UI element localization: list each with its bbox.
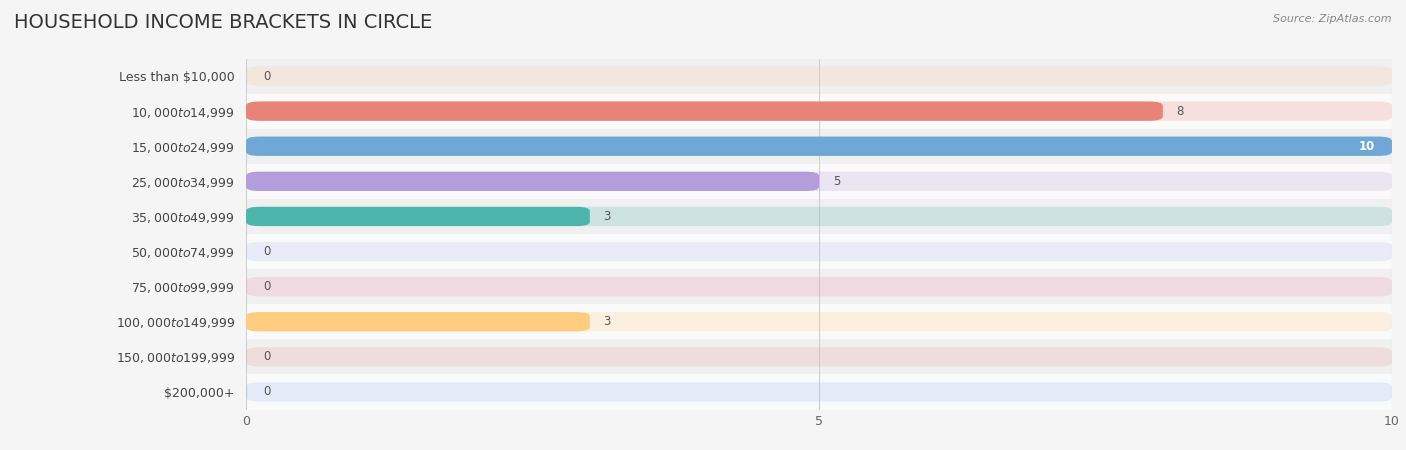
Text: Source: ZipAtlas.com: Source: ZipAtlas.com bbox=[1274, 14, 1392, 23]
Text: 0: 0 bbox=[263, 280, 270, 293]
FancyBboxPatch shape bbox=[246, 277, 1392, 296]
FancyBboxPatch shape bbox=[246, 58, 1392, 94]
Text: 0: 0 bbox=[263, 386, 270, 398]
FancyBboxPatch shape bbox=[246, 137, 1392, 156]
FancyBboxPatch shape bbox=[246, 102, 1163, 121]
FancyBboxPatch shape bbox=[246, 172, 1392, 191]
FancyBboxPatch shape bbox=[246, 137, 1392, 156]
Text: 3: 3 bbox=[603, 210, 612, 223]
FancyBboxPatch shape bbox=[246, 339, 1392, 374]
FancyBboxPatch shape bbox=[246, 94, 1392, 129]
FancyBboxPatch shape bbox=[246, 164, 1392, 199]
FancyBboxPatch shape bbox=[246, 347, 1392, 366]
FancyBboxPatch shape bbox=[246, 269, 1392, 304]
FancyBboxPatch shape bbox=[246, 304, 1392, 339]
FancyBboxPatch shape bbox=[246, 242, 1392, 261]
Text: 8: 8 bbox=[1177, 105, 1184, 117]
FancyBboxPatch shape bbox=[246, 374, 1392, 410]
FancyBboxPatch shape bbox=[246, 67, 1392, 86]
FancyBboxPatch shape bbox=[246, 234, 1392, 269]
FancyBboxPatch shape bbox=[246, 172, 818, 191]
Text: 0: 0 bbox=[263, 351, 270, 363]
Text: 10: 10 bbox=[1358, 140, 1375, 153]
FancyBboxPatch shape bbox=[246, 129, 1392, 164]
FancyBboxPatch shape bbox=[246, 382, 1392, 401]
Text: 5: 5 bbox=[832, 175, 841, 188]
FancyBboxPatch shape bbox=[246, 312, 591, 331]
FancyBboxPatch shape bbox=[246, 312, 1392, 331]
FancyBboxPatch shape bbox=[246, 207, 1392, 226]
Text: 0: 0 bbox=[263, 70, 270, 82]
Text: HOUSEHOLD INCOME BRACKETS IN CIRCLE: HOUSEHOLD INCOME BRACKETS IN CIRCLE bbox=[14, 14, 432, 32]
FancyBboxPatch shape bbox=[246, 207, 591, 226]
FancyBboxPatch shape bbox=[246, 102, 1392, 121]
Text: 0: 0 bbox=[263, 245, 270, 258]
Text: 3: 3 bbox=[603, 315, 612, 328]
FancyBboxPatch shape bbox=[246, 199, 1392, 234]
